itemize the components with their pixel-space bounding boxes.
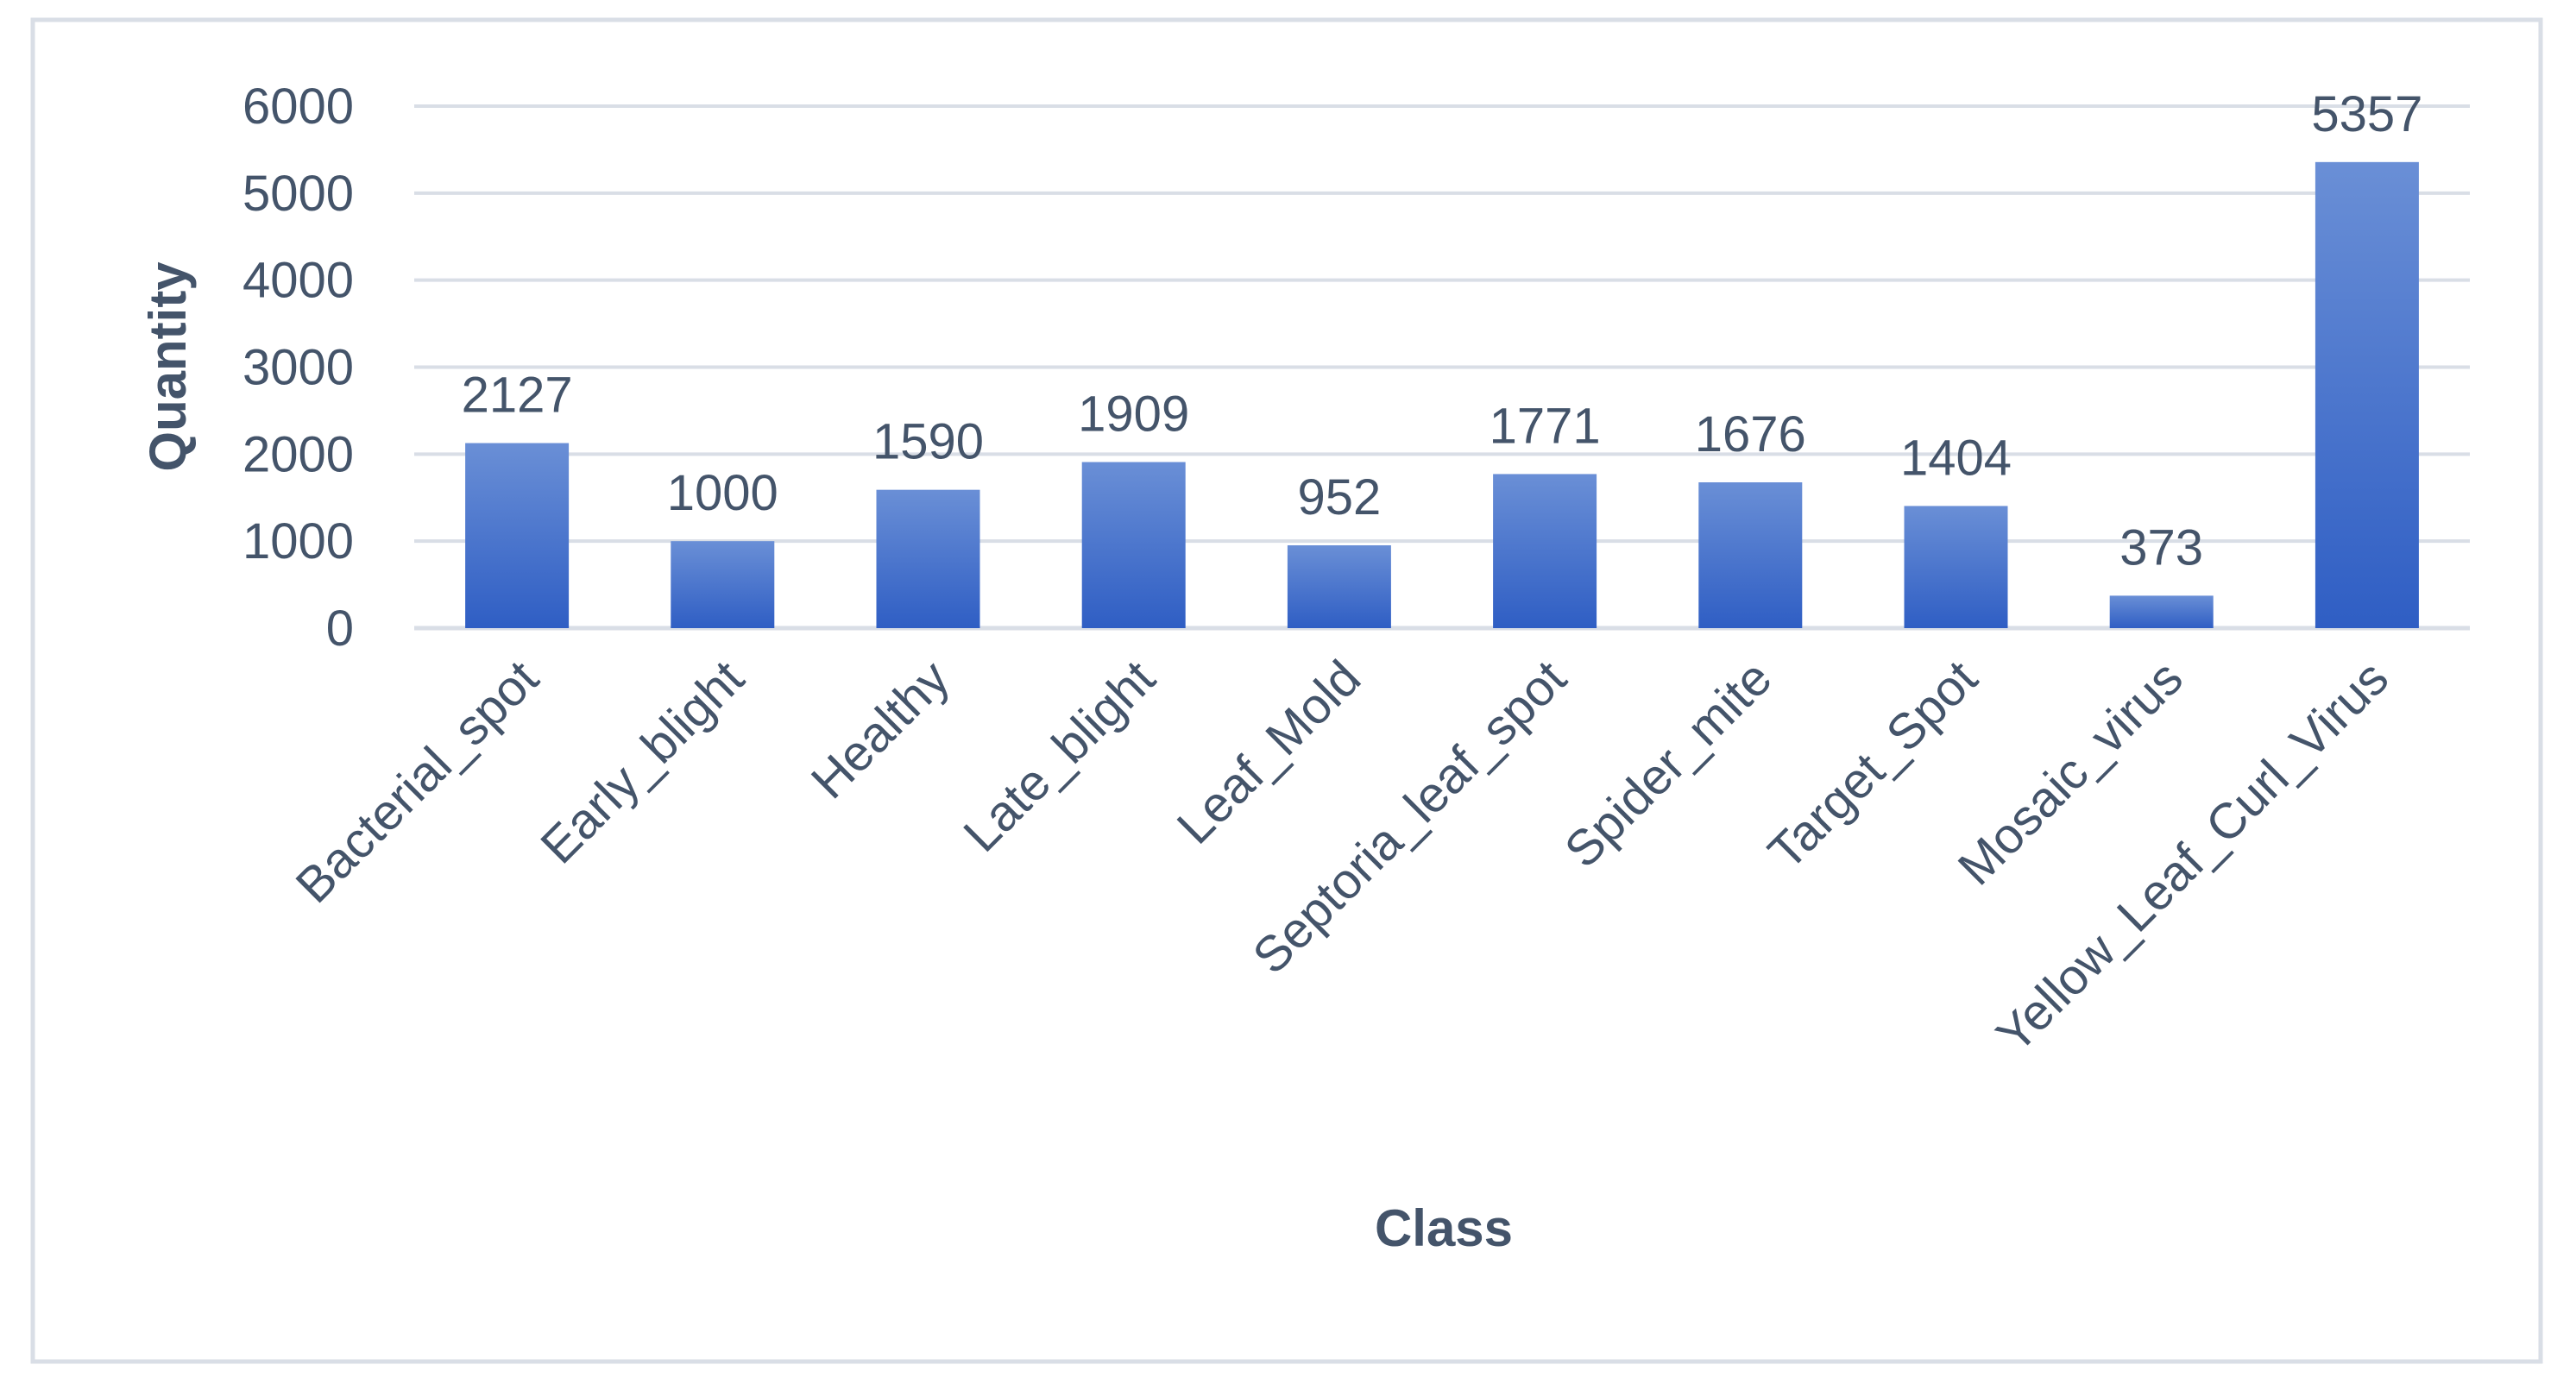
- bar: [2315, 161, 2419, 629]
- y-tick-label: 2000: [242, 426, 354, 482]
- y-tick-label: 0: [326, 601, 354, 657]
- data-labels: 2127 1000 1590 1909 952 1771 1676 1404 373 5357: [462, 86, 2423, 576]
- bar: [465, 443, 570, 628]
- bar: [2109, 595, 2214, 628]
- data-label: 1404: [1900, 430, 2012, 486]
- bar: [671, 541, 775, 628]
- data-label: 1000: [667, 465, 778, 521]
- chart-border: [30, 17, 2543, 1364]
- bar: [1698, 482, 1803, 628]
- bar: [1081, 462, 1186, 628]
- data-label: 952: [1298, 469, 1382, 525]
- y-tick-label: 1000: [242, 513, 354, 569]
- y-tick-label: 6000: [242, 79, 354, 135]
- data-label: 2127: [462, 368, 573, 424]
- data-label: 1590: [872, 414, 984, 470]
- data-label: 1676: [1695, 406, 1806, 462]
- bar: [1904, 506, 2008, 628]
- y-axis-ticks: 0 1000 2000 3000 4000 5000 6000: [242, 79, 354, 657]
- data-label: 5357: [2311, 86, 2422, 142]
- data-label: 1909: [1078, 387, 1189, 443]
- x-axis-title: Class: [1375, 1199, 1513, 1257]
- y-tick-label: 4000: [242, 253, 354, 309]
- data-label: 373: [2119, 519, 2203, 575]
- y-axis-title: Quantity: [139, 261, 197, 472]
- bar: [1287, 545, 1391, 628]
- bar: [1493, 474, 1597, 628]
- y-tick-label: 3000: [242, 340, 354, 396]
- data-label: 1771: [1490, 398, 1601, 454]
- bar: [876, 489, 980, 628]
- y-tick-label: 5000: [242, 166, 354, 222]
- bars: [465, 161, 2419, 629]
